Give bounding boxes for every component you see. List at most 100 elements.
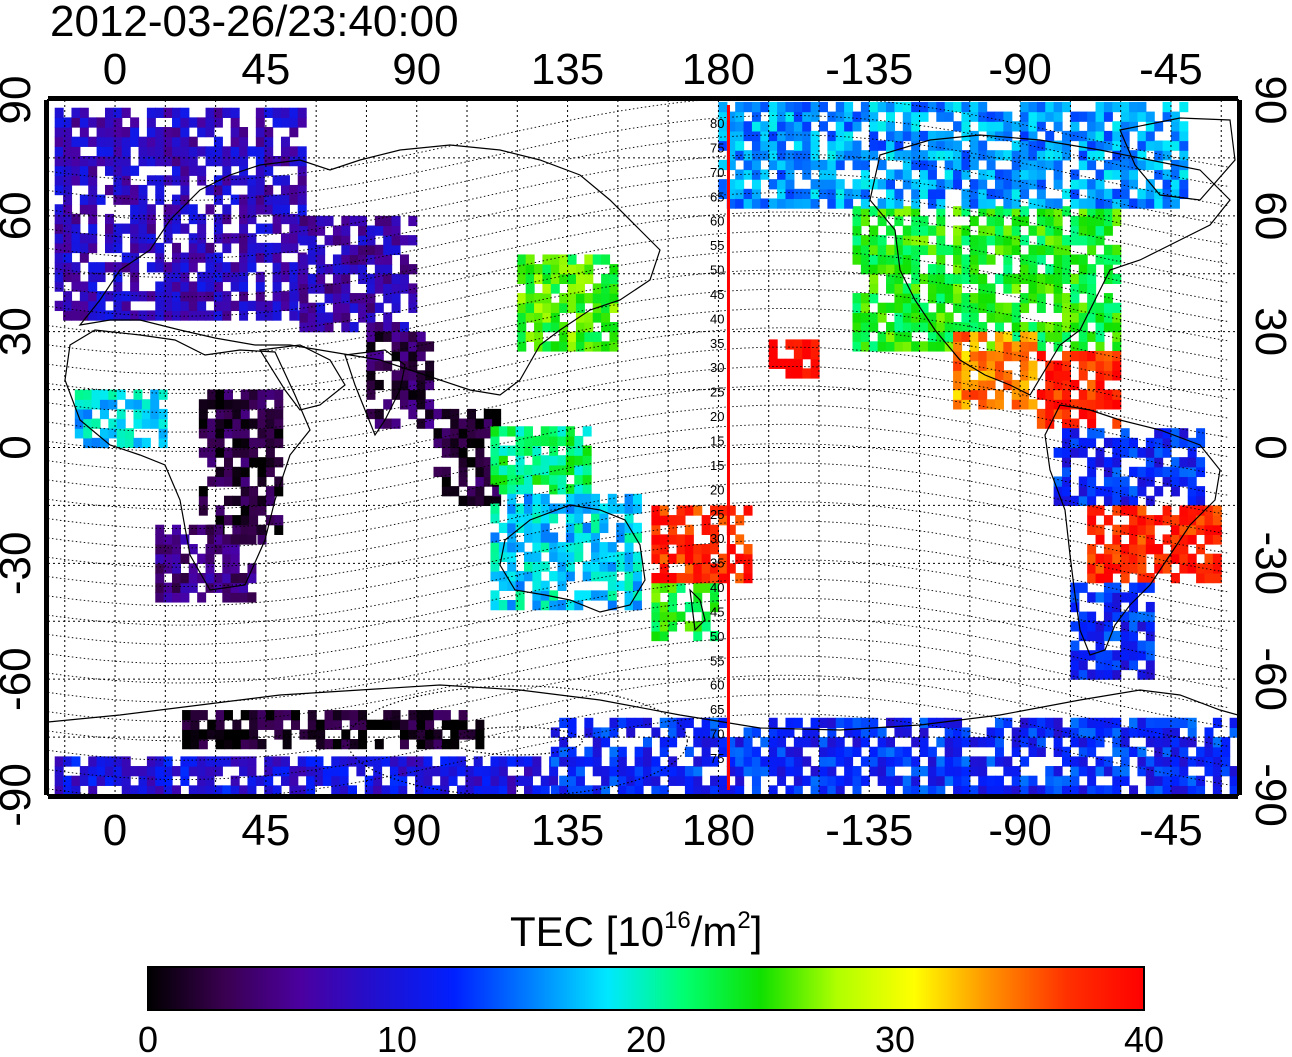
tec-cell: [877, 140, 887, 151]
tec-cell: [104, 117, 114, 128]
tec-cell: [609, 717, 619, 729]
tec-cell: [953, 101, 963, 113]
tec-cell: [1162, 466, 1172, 478]
tec-cell: [591, 542, 601, 553]
tec-cell: [239, 785, 249, 795]
tec-cell: [473, 766, 483, 777]
tec-cell: [247, 534, 257, 545]
tec-cell: [1078, 486, 1088, 497]
tec-cell: [441, 710, 451, 721]
tec-cell: [1087, 766, 1097, 777]
tec-cell: [230, 271, 240, 283]
tec-cell: [986, 198, 996, 209]
tec-cell: [172, 785, 182, 795]
tec-cell: [1162, 717, 1172, 729]
tec-cell: [1145, 466, 1155, 478]
tec-cell: [399, 283, 409, 294]
tec-cell: [1145, 437, 1155, 449]
tec-cell: [927, 140, 937, 151]
tec-cell: [575, 322, 585, 333]
tec-cell: [1145, 640, 1155, 651]
tec-cell: [1187, 505, 1197, 516]
tec-cell: [969, 159, 979, 171]
tec-cell: [1212, 534, 1222, 545]
tec-cell: [994, 273, 1004, 285]
tec-cell: [240, 389, 250, 400]
tec-cell: [684, 572, 694, 584]
tec-cell: [197, 233, 207, 244]
tec-cell: [617, 775, 627, 786]
tec-cell: [852, 179, 862, 190]
tec-cell: [743, 766, 753, 777]
tec-cell: [1045, 727, 1055, 738]
tec-cell: [961, 389, 971, 400]
tec-cell: [441, 719, 451, 730]
lon-tick-bottom: -45: [1139, 806, 1203, 855]
tec-cell: [264, 300, 274, 312]
meridian-label: 15: [710, 434, 724, 449]
tec-cell: [559, 254, 569, 265]
tec-cell: [1045, 370, 1055, 381]
tec-cell: [609, 766, 619, 777]
tec-cell: [205, 766, 215, 777]
tec-cell: [307, 225, 317, 236]
tec-cell: [1129, 515, 1139, 526]
tec-cell: [207, 428, 217, 439]
tec-cell: [356, 756, 366, 767]
contour-line: [48, 578, 1228, 665]
tec-cell: [490, 445, 500, 456]
tec-cell: [557, 580, 567, 591]
tec-cell: [416, 739, 426, 750]
tec-cell: [297, 204, 307, 215]
tec-cell: [919, 244, 929, 256]
tec-cell: [1179, 476, 1189, 487]
tec-cell: [249, 437, 259, 449]
tec-cell: [751, 150, 761, 161]
tec-cell: [886, 746, 896, 757]
tec-cell: [1154, 169, 1164, 180]
tec-cell: [1120, 775, 1130, 786]
tec-cell: [565, 493, 575, 505]
tec-cell: [1112, 198, 1122, 209]
tec-cell: [1137, 553, 1147, 564]
tec-cell: [1070, 235, 1080, 246]
tec-cell: [215, 710, 225, 721]
tec-cell: [944, 169, 954, 180]
tec-cell: [1187, 534, 1197, 545]
meridian-label: 70: [710, 727, 724, 742]
tec-cell: [1045, 235, 1055, 246]
tec-cell: [549, 551, 559, 563]
tec-cell: [550, 264, 560, 275]
tec-cell: [188, 155, 198, 167]
tec-cell: [902, 159, 912, 171]
tec-cell: [919, 766, 929, 777]
tec-cell: [1020, 179, 1030, 190]
tec-cell: [280, 242, 290, 254]
tec-cell: [735, 756, 745, 767]
tec-cell: [860, 756, 870, 767]
tec-cell: [1129, 198, 1139, 209]
tec-cell: [844, 717, 854, 729]
tec-cell: [1078, 669, 1088, 680]
tec-cell: [475, 418, 485, 429]
tec-cell: [1028, 370, 1038, 381]
tec-cell: [978, 179, 988, 190]
tec-cell: [534, 331, 544, 342]
tec-cell: [557, 455, 567, 466]
tec-cell: [1120, 630, 1130, 642]
tec-cell: [232, 437, 242, 449]
tec-cell: [307, 312, 317, 323]
contour-line: [48, 559, 1228, 645]
tec-cell: [565, 561, 575, 572]
tec-cell: [341, 273, 351, 285]
tec-cell: [1078, 360, 1088, 371]
tec-cell: [936, 188, 946, 200]
tec-cell: [71, 271, 81, 283]
tec-cell: [113, 300, 123, 312]
tec-cell: [818, 746, 828, 757]
tec-cell: [272, 281, 282, 292]
tec-cell: [1170, 111, 1180, 122]
tec-cell: [116, 418, 126, 429]
tec-cell: [735, 111, 745, 122]
tec-cell: [1078, 717, 1088, 729]
